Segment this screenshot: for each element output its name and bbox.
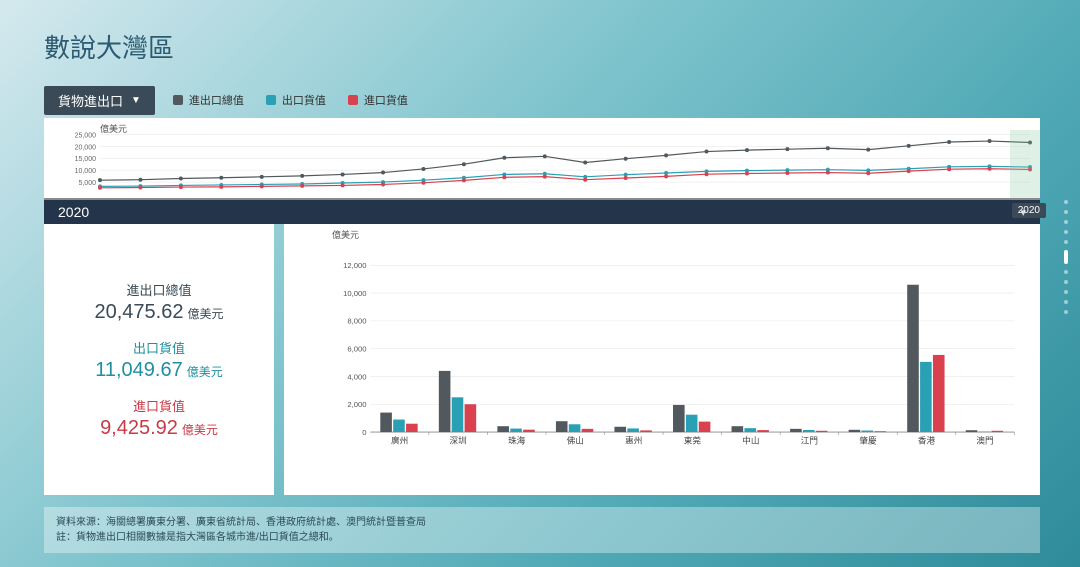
stat-block: 出口貨值 11,049.67億美元	[95, 338, 223, 382]
svg-text:佛山: 佛山	[567, 435, 584, 446]
svg-text:25,000: 25,000	[75, 132, 97, 139]
svg-text:澳門: 澳門	[976, 435, 993, 446]
legend-swatch	[266, 95, 276, 105]
legend-swatch	[173, 95, 183, 105]
svg-text:10,000: 10,000	[75, 168, 97, 175]
svg-text:廣州: 廣州	[391, 435, 408, 446]
filter-icon[interactable]: ▾	[1020, 206, 1026, 219]
svg-text:6,000: 6,000	[347, 345, 366, 354]
svg-text:深圳: 深圳	[450, 436, 467, 446]
legend-label: 出口貨值	[282, 92, 326, 108]
svg-text:肇慶: 肇慶	[859, 435, 877, 446]
svg-text:20,000: 20,000	[75, 144, 97, 151]
main-panel: 億美元 5,000 10,000 15,000 20,000 25,000 2020 2…	[44, 118, 1040, 497]
legend-item[interactable]: 出口貨值	[266, 92, 326, 108]
stat-label: 進出口總值	[95, 280, 224, 299]
selected-year: 2020	[58, 204, 89, 220]
svg-text:香港: 香港	[918, 435, 936, 446]
side-nav-dots[interactable]	[1064, 200, 1068, 314]
content-row: 進出口總值 20,475.62億美元出口貨值 11,049.67億美元進口貨值 9,4…	[44, 224, 1040, 495]
timeline-year-badge: 2020	[1012, 203, 1046, 218]
footnote: 資料來源：海關總署廣東分署、廣東省統計局、香港政府統計處、澳門統計暨普查局註：貨…	[44, 507, 1040, 553]
svg-text:珠海: 珠海	[508, 435, 526, 446]
svg-text:江門: 江門	[801, 436, 818, 446]
top-bar: 貨物進出口 ▼ 進出口總值 出口貨值 進口貨值	[44, 86, 1040, 114]
legend: 進出口總值 出口貨值 進口貨值	[173, 92, 408, 108]
legend-swatch	[348, 95, 358, 105]
dropdown-label: 貨物進出口	[58, 91, 123, 110]
stat-block: 進口貨值 9,425.92億美元	[100, 396, 218, 440]
svg-text:10,000: 10,000	[343, 289, 366, 298]
bar-chart: 億美元 0 2,000 4,000 6,000 8,000 10,000 12,000 廣州 深…	[284, 224, 1040, 495]
timeline-chart[interactable]: 億美元 5,00010,00015,00020,00025,000 2020	[44, 118, 1040, 200]
legend-item[interactable]: 進出口總值	[173, 92, 244, 108]
bar-svg: 0 2,000 4,000 6,000 8,000 10,000 12,000 廣州 深圳 珠海 佛…	[332, 232, 1022, 473]
stat-value: 20,475.62億美元	[95, 301, 224, 324]
stat-value: 11,049.67億美元	[95, 359, 223, 382]
legend-label: 進出口總值	[189, 92, 244, 108]
footnote-line: 註：貨物進出口相關數據是指大灣區各城市進/出口貨值之總和。	[56, 530, 1028, 545]
svg-text:東莞: 東莞	[684, 435, 702, 446]
year-row: 2020 ▾	[44, 200, 1040, 224]
svg-text:5,000: 5,000	[78, 180, 96, 187]
stat-label: 進口貨值	[100, 396, 218, 415]
chevron-down-icon: ▼	[131, 95, 141, 106]
legend-label: 進口貨值	[364, 92, 408, 108]
svg-text:15,000: 15,000	[75, 156, 97, 163]
page-title: 數說大灣區	[44, 28, 174, 65]
timeline-highlight	[1010, 130, 1040, 198]
svg-text:惠州: 惠州	[625, 435, 642, 446]
stat-block: 進出口總值 20,475.62億美元	[95, 280, 224, 324]
svg-text:12,000: 12,000	[343, 261, 366, 270]
stat-label: 出口貨值	[95, 338, 223, 357]
bar-y-label: 億美元	[332, 228, 359, 241]
legend-item[interactable]: 進口貨值	[348, 92, 408, 108]
stat-value: 9,425.92億美元	[100, 417, 218, 440]
stats-panel: 進出口總值 20,475.62億美元出口貨值 11,049.67億美元進口貨值 9,4…	[44, 224, 274, 495]
svg-text:8,000: 8,000	[347, 317, 366, 326]
metric-dropdown[interactable]: 貨物進出口 ▼	[44, 86, 155, 115]
svg-text:中山: 中山	[742, 435, 759, 446]
footnote-line: 資料來源：海關總署廣東分署、廣東省統計局、香港政府統計處、澳門統計暨普查局	[56, 515, 1028, 530]
timeline-svg: 5,000 10,000 15,000 20,000 25,000	[44, 118, 1040, 200]
svg-text:4,000: 4,000	[347, 372, 366, 381]
svg-text:2,000: 2,000	[347, 400, 366, 409]
svg-text:0: 0	[362, 428, 366, 437]
